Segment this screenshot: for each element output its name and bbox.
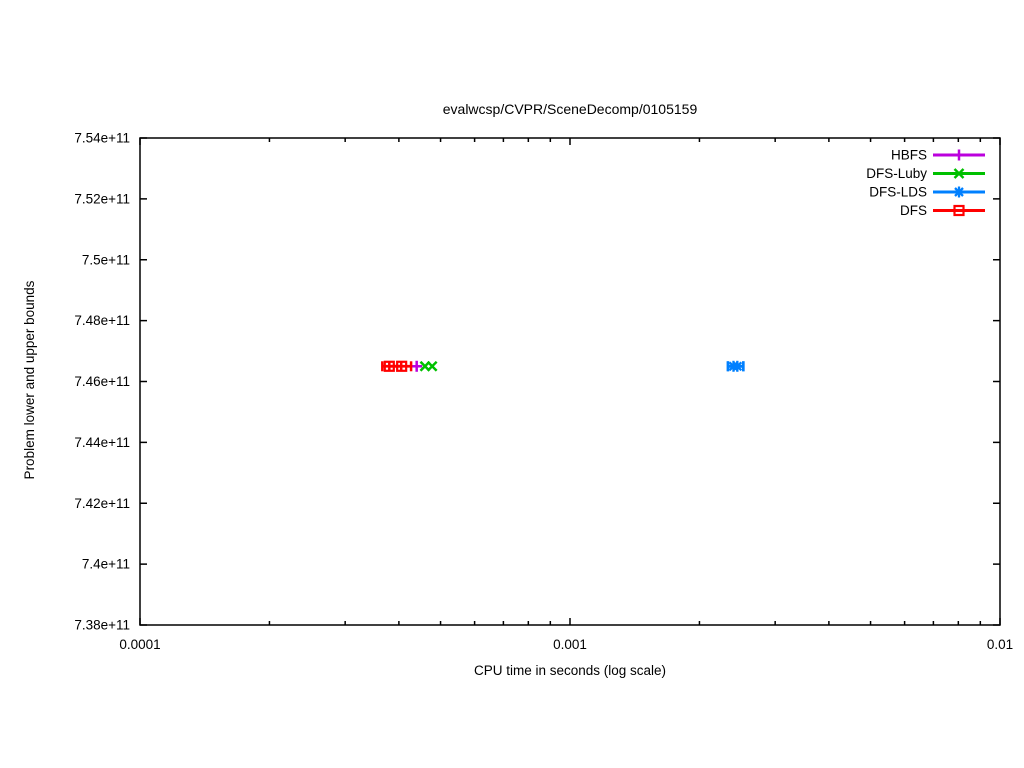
tick-label: 7.42e+11 — [74, 496, 130, 511]
tick-label: DFS-LDS — [869, 185, 927, 200]
plot-border — [139, 137, 1001, 626]
tick-label: 7.46e+11 — [74, 374, 130, 389]
asterisk-marker — [953, 186, 965, 198]
x-axis-label: CPU time in seconds (log scale) — [473, 663, 667, 678]
cross-marker — [426, 360, 438, 372]
tick-label: 0.0001 — [119, 637, 160, 652]
y-axis-ticks: 7.54e+11 7.52e+11 7.5e+11 7.48e+11 7.46e+11 7… — [74, 131, 1000, 633]
chart-title: evalwcsp/CVPR/SceneDecomp/0105159 — [442, 101, 698, 117]
tick-label: 0.01 — [987, 637, 1013, 652]
series-DFS — [381, 360, 413, 372]
tick-label: 7.44e+11 — [74, 435, 130, 450]
plus-marker — [953, 149, 965, 161]
tick-label: 7.4e+11 — [82, 557, 130, 572]
legend: HBFS DFS-Luby DFS-LDS DFS — [866, 148, 985, 218]
series-HBFS — [411, 360, 423, 372]
legend-entry-DFS-Luby: DFS-Luby — [866, 166, 985, 181]
tick-label: DFS-Luby — [866, 166, 927, 181]
square-open-marker — [396, 360, 408, 372]
legend-entry-DFS-LDS: DFS-LDS — [869, 185, 985, 200]
tick-label: 7.5e+11 — [82, 252, 130, 267]
plus-marker — [411, 360, 423, 372]
legend-entry-HBFS: HBFS — [891, 148, 985, 163]
tick-label: 7.54e+11 — [74, 131, 130, 146]
tick-label: 0.001 — [553, 637, 587, 652]
series-DFS-LDS — [726, 360, 745, 372]
tick-label: HBFS — [891, 148, 927, 163]
tick-label: 7.48e+11 — [74, 313, 130, 328]
cross-marker — [953, 168, 965, 179]
series-DFS-Luby — [419, 360, 438, 372]
tick-label: 7.38e+11 — [74, 618, 130, 633]
tick-label: DFS — [900, 203, 927, 218]
legend-entry-DFS: DFS — [900, 203, 985, 218]
tick-label: 7.52e+11 — [74, 191, 130, 206]
x-axis-ticks: 0.0001 0.001 0.01 — [119, 138, 1013, 652]
square-open-marker — [953, 204, 965, 217]
asterisk-marker — [731, 360, 743, 372]
